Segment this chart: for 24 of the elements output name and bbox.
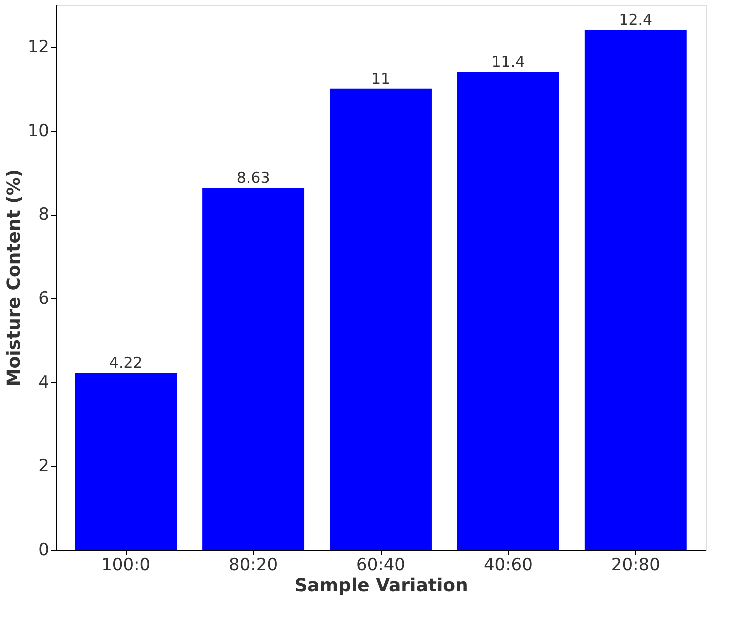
- x-tick-label: 60:40: [356, 556, 406, 576]
- data-label: 8.63: [236, 169, 270, 188]
- bar: [202, 188, 305, 550]
- y-tick-label: 12: [28, 37, 50, 58]
- y-tick-label: 2: [38, 456, 50, 477]
- data-label: 4.22: [109, 354, 143, 372]
- bar: [584, 30, 687, 550]
- x-tick-label: 100:0: [102, 556, 151, 576]
- y-tick-label: 0: [38, 540, 50, 560]
- bar: [75, 373, 178, 550]
- x-tick-label: 40:60: [484, 556, 533, 576]
- bar: [457, 72, 560, 550]
- data-label: 11.4: [492, 53, 526, 72]
- y-tick-label: 10: [28, 121, 50, 142]
- x-tick-label: 20:80: [611, 556, 660, 576]
- data-label: 11: [371, 70, 391, 88]
- data-label: 12.4: [619, 11, 653, 30]
- bar: [330, 88, 432, 550]
- x-axis-title: Sample Variation: [294, 576, 468, 596]
- y-axis-title: Moisture Content (%): [4, 169, 25, 387]
- x-tick-label: 80:20: [229, 556, 278, 576]
- y-tick-label: 8: [38, 205, 50, 226]
- y-tick-label: 6: [38, 288, 50, 309]
- y-tick-label: 4: [38, 372, 50, 393]
